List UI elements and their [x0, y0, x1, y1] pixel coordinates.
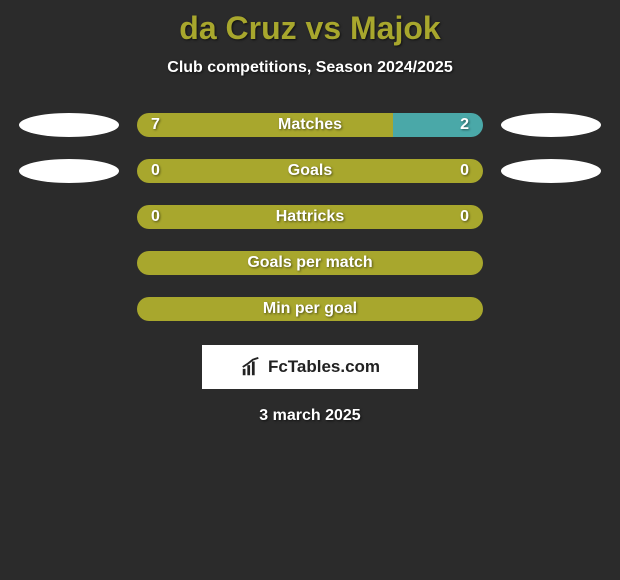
stat-bar: Min per goal [137, 297, 483, 321]
stat-value-left: 0 [151, 208, 160, 226]
stat-row: Min per goal [0, 297, 620, 321]
stat-row: 00Hattricks [0, 205, 620, 229]
stat-bar: 72Matches [137, 113, 483, 137]
bar-segment-left: 7 [137, 113, 393, 137]
stat-value-right: 2 [460, 116, 469, 134]
bar-segment-left [137, 297, 483, 321]
badge-spacer [501, 205, 601, 229]
bar-segment-left: 0 [137, 205, 310, 229]
badge-spacer [501, 251, 601, 275]
badge-spacer [19, 251, 119, 275]
stat-bar: 00Hattricks [137, 205, 483, 229]
stat-bar: 00Goals [137, 159, 483, 183]
brand-logo: FcTables.com [202, 345, 418, 389]
stat-value-right: 0 [460, 208, 469, 226]
page-subtitle: Club competitions, Season 2024/2025 [167, 59, 452, 77]
player-badge-left [19, 113, 119, 137]
comparison-infographic: da Cruz vs Majok Club competitions, Seas… [0, 0, 620, 425]
stat-rows: 72Matches00Goals00HattricksGoals per mat… [0, 113, 620, 321]
chart-icon [240, 356, 262, 378]
badge-spacer [19, 297, 119, 321]
player-badge-left [19, 159, 119, 183]
player-badge-right [501, 159, 601, 183]
stat-row: Goals per match [0, 251, 620, 275]
date-label: 3 march 2025 [259, 407, 360, 425]
player-badge-right [501, 113, 601, 137]
bar-segment-left [137, 251, 483, 275]
stat-value-left: 7 [151, 116, 160, 134]
stat-row: 00Goals [0, 159, 620, 183]
brand-text: FcTables.com [268, 357, 380, 377]
bar-segment-right: 0 [310, 205, 483, 229]
page-title: da Cruz vs Majok [179, 10, 440, 47]
bar-segment-left: 0 [137, 159, 310, 183]
badge-spacer [19, 205, 119, 229]
stat-row: 72Matches [0, 113, 620, 137]
bar-segment-right: 0 [310, 159, 483, 183]
stat-value-right: 0 [460, 162, 469, 180]
stat-value-left: 0 [151, 162, 160, 180]
stat-bar: Goals per match [137, 251, 483, 275]
badge-spacer [501, 297, 601, 321]
bar-segment-right: 2 [393, 113, 483, 137]
